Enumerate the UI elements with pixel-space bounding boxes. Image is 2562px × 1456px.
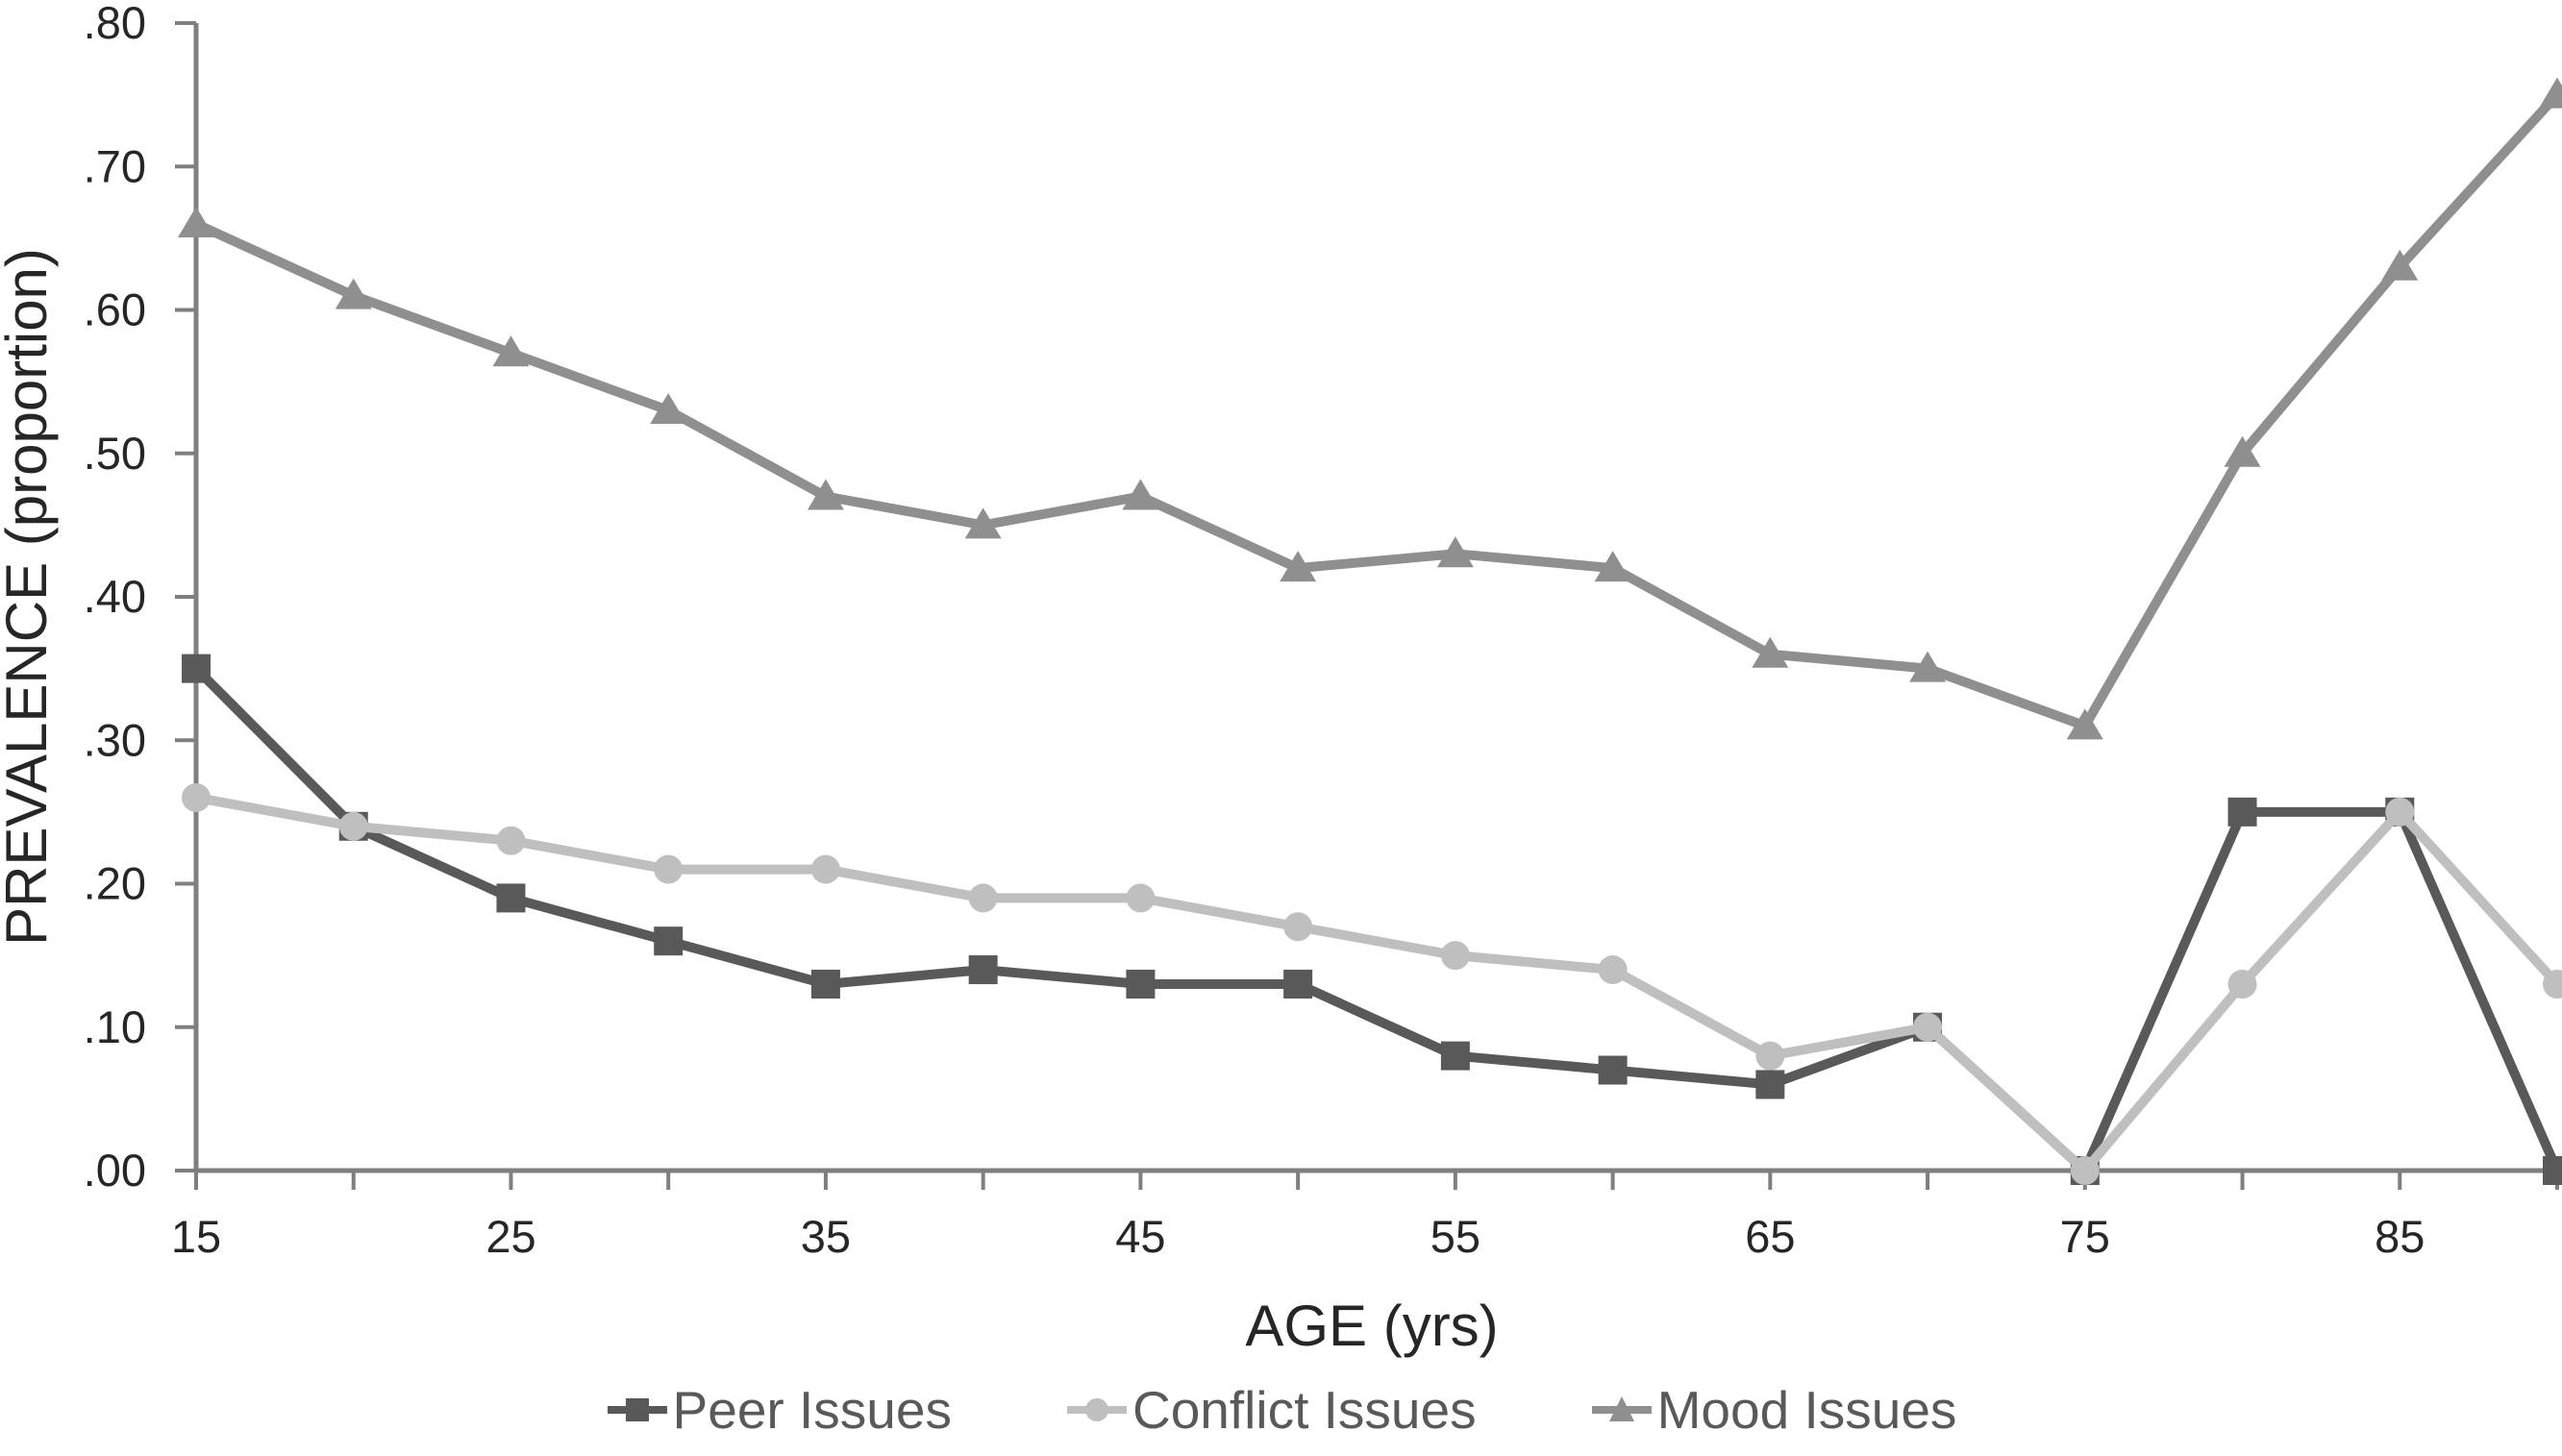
conflict-issues-marker	[182, 782, 211, 812]
conflict-issues-marker	[2385, 797, 2415, 827]
mood-issues-line	[191, 89, 2562, 731]
legend-item-peer-issues: Peer Issues	[606, 1379, 952, 1440]
x-tick-label: 55	[1430, 1211, 1480, 1262]
peer-issues-marker	[182, 654, 211, 683]
mood-issues-marker	[1594, 551, 1631, 582]
y-tick-label: .80	[84, 0, 146, 48]
mood-issues-marker	[650, 392, 687, 424]
conflict-issues-line	[191, 792, 2562, 1175]
x-tick-label: 45	[1115, 1211, 1165, 1262]
legend: Peer Issues Conflict Issues Mood Issues	[0, 1367, 2562, 1453]
conflict-issues-marker	[1755, 1041, 1785, 1071]
peer-issues-marker	[1598, 1055, 1628, 1085]
mood-issues-marker	[2224, 435, 2261, 467]
y-axis-title: PREVALENCE (proportion)	[0, 248, 59, 946]
x-tick-label: 25	[485, 1211, 535, 1262]
peer-issues-marker	[2227, 797, 2257, 827]
x-axis-title: AGE (yrs)	[1245, 1294, 1498, 1358]
conflict-issues-marker	[1913, 1012, 1943, 1042]
peer-issues-marker	[1440, 1041, 1470, 1071]
mood-issues-marker	[807, 479, 844, 510]
mood-issues-marker	[335, 278, 372, 309]
conflict-issues-marker	[968, 883, 998, 913]
y-tick-label: .10	[84, 1001, 146, 1052]
legend-label-peer-issues: Peer Issues	[672, 1379, 952, 1440]
legend-label-conflict-issues: Conflict Issues	[1132, 1379, 1477, 1440]
peer-issues-marker	[1283, 969, 1313, 999]
legend-item-mood-issues: Mood Issues	[1590, 1379, 1957, 1440]
x-tick-label: 35	[801, 1211, 851, 1262]
y-tick-label: .00	[84, 1145, 146, 1196]
mood-issues-marker	[1280, 551, 1317, 582]
legend-item-conflict-issues: Conflict Issues	[1065, 1379, 1477, 1440]
mood-issues-key-icon	[1591, 1396, 1652, 1421]
conflict-issues-marker	[1440, 941, 1470, 971]
conflict-issues-marker	[1126, 883, 1156, 913]
x-tick-label: 85	[2375, 1211, 2425, 1262]
conflict-issues-marker	[2543, 969, 2562, 999]
peer-issues-marker	[1755, 1070, 1785, 1099]
y-tick-label: .40	[84, 571, 146, 622]
peer-issues-line	[191, 663, 2562, 1175]
peer-issues-marker	[968, 955, 998, 985]
peer-issues-marker	[654, 926, 684, 956]
legend-label-mood-issues: Mood Issues	[1656, 1379, 1957, 1440]
mood-issues-series	[178, 77, 2562, 740]
y-tick-label: .50	[84, 428, 146, 479]
x-tick-label: 65	[1745, 1211, 1795, 1262]
y-tick-label: .20	[84, 858, 146, 909]
x-tick-label: 75	[2060, 1211, 2110, 1262]
x-tick-label: 15	[171, 1211, 221, 1262]
peer-issues-marker	[1126, 969, 1156, 999]
y-tick-label: .70	[84, 140, 146, 191]
peer-issues-series	[182, 654, 2562, 1185]
mood-issues-marker	[2066, 708, 2103, 740]
conflict-issues-key-icon	[1066, 1398, 1127, 1421]
conflict-issues-marker	[1598, 955, 1628, 985]
mood-issues-marker	[2381, 249, 2419, 281]
conflict-issues-marker	[1283, 912, 1313, 942]
mood-issues-marker	[178, 206, 214, 237]
peer-issues-marker	[810, 969, 840, 999]
mood-issues-marker	[1436, 536, 1474, 568]
peer-issues-key-icon	[607, 1398, 667, 1421]
conflict-issues-series	[182, 782, 2562, 1185]
peer-issues-marker	[2543, 1156, 2562, 1185]
conflict-issues-marker	[654, 854, 684, 884]
mood-issues-marker	[1909, 651, 1947, 682]
conflict-issues-marker	[810, 854, 840, 884]
conflict-issues-marker	[2070, 1156, 2100, 1185]
conflict-issues-marker	[496, 826, 526, 855]
conflict-issues-marker	[338, 811, 368, 841]
y-tick-label: .30	[84, 714, 146, 765]
mood-issues-marker	[964, 507, 1002, 539]
mood-issues-marker	[2539, 77, 2562, 109]
mood-issues-marker	[1122, 479, 1159, 510]
mood-issues-marker	[1752, 636, 1789, 668]
y-tick-label: .60	[84, 284, 146, 335]
mood-issues-marker	[492, 335, 530, 367]
peer-issues-marker	[496, 883, 526, 913]
conflict-issues-marker	[2227, 969, 2257, 999]
